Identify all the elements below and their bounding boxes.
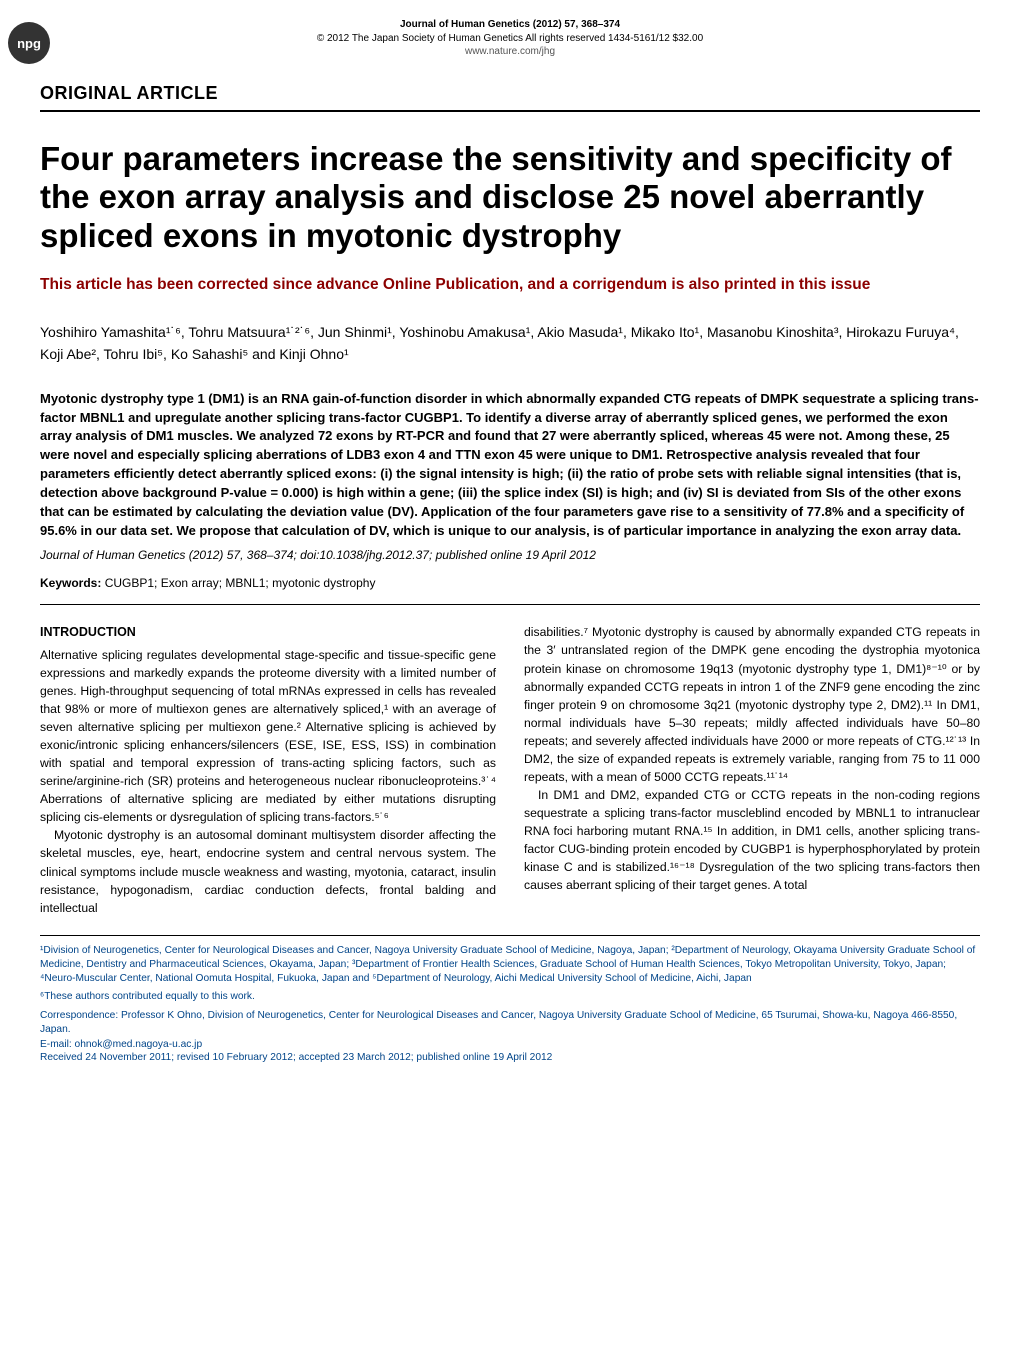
body-columns: INTRODUCTION Alternative splicing regula… (0, 623, 1020, 934)
keywords-block: Keywords: CUGBP1; Exon array; MBNL1; myo… (0, 576, 1020, 604)
article-type-label: ORIGINAL ARTICLE (40, 67, 980, 112)
journal-header: npg Journal of Human Genetics (2012) 57,… (0, 0, 1020, 67)
journal-url: www.nature.com/jhg (40, 45, 980, 59)
publication-dates: Received 24 November 2011; revised 10 Fe… (0, 1052, 1020, 1081)
footer-divider (40, 935, 980, 936)
body-paragraph: disabilities.⁷ Myotonic dystrophy is cau… (524, 623, 980, 785)
journal-citation-line: Journal of Human Genetics (2012) 57, 368… (40, 18, 980, 32)
article-title: Four parameters increase the sensitivity… (0, 112, 1020, 271)
keywords-text: CUGBP1; Exon array; MBNL1; myotonic dyst… (101, 576, 375, 590)
abstract-text: Myotonic dystrophy type 1 (DM1) is an RN… (40, 391, 979, 538)
keywords-label: Keywords: (40, 576, 101, 590)
body-paragraph: In DM1 and DM2, expanded CTG or CCTG rep… (524, 786, 980, 894)
introduction-heading: INTRODUCTION (40, 623, 496, 642)
divider (40, 604, 980, 605)
body-paragraph: Myotonic dystrophy is an autosomal domin… (40, 826, 496, 916)
correspondence-email: E-mail: ohnok@med.nagoya-u.ac.jp (0, 1039, 1020, 1052)
column-right: disabilities.⁷ Myotonic dystrophy is cau… (524, 623, 980, 916)
author-list: Yoshihiro Yamashita¹˙⁶, Tohru Matsuura¹˙… (0, 314, 1020, 381)
correspondence: Correspondence: Professor K Ohno, Divisi… (0, 1009, 1020, 1040)
journal-info: Journal of Human Genetics (2012) 57, 368… (40, 18, 980, 59)
body-paragraph: Alternative splicing regulates developme… (40, 646, 496, 826)
article-citation: Journal of Human Genetics (2012) 57, 368… (0, 546, 1020, 576)
abstract: Myotonic dystrophy type 1 (DM1) is an RN… (0, 382, 1020, 547)
correction-note: This article has been corrected since ad… (0, 270, 1020, 314)
affiliations: ¹Division of Neurogenetics, Center for N… (0, 944, 1020, 991)
journal-copyright-line: © 2012 The Japan Society of Human Geneti… (40, 32, 980, 46)
column-left: INTRODUCTION Alternative splicing regula… (40, 623, 496, 916)
equal-contribution-note: ⁶These authors contributed equally to th… (0, 990, 1020, 1008)
npg-badge-icon: npg (8, 22, 50, 64)
